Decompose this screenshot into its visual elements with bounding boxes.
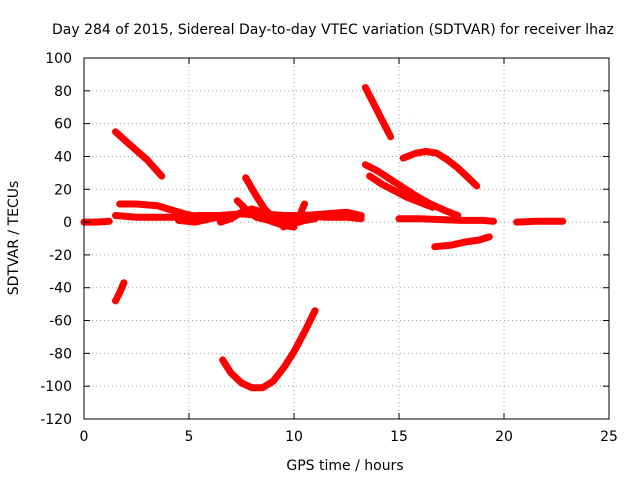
series-line [366,172,437,211]
series-line [280,200,308,231]
x-axis-tick-labels: 0 5 10 15 20 25 [80,429,618,445]
x-tick-label: 25 [600,429,618,445]
axis-ticks [83,57,610,420]
chart-title: Day 284 of 2015, Sidereal Day-to-day VTE… [52,22,614,38]
x-tick-label: 15 [390,429,408,445]
y-tick-label: 0 [63,215,72,231]
y-axis-tick-labels: -120 -100 -80 -60 -40 -20 0 20 40 60 80 100 [40,51,72,428]
y-tick-label: 100 [45,51,72,67]
x-tick-label: 20 [495,429,513,445]
series-line [399,148,481,190]
y-tick-label: -60 [49,314,72,330]
y-tick-label: -80 [49,346,72,362]
series-line [361,161,462,219]
series-line [219,307,319,392]
series-line [513,217,567,226]
y-tick-label: 60 [54,117,72,133]
series-line [431,233,493,251]
y-tick-label: -120 [40,412,72,428]
grid [84,58,609,419]
data-series [80,84,567,392]
y-tick-label: -20 [49,248,72,264]
series-line [112,279,128,305]
x-tick-label: 10 [285,429,303,445]
y-tick-label: -40 [49,281,72,297]
plot-area-border [83,57,610,420]
series-line [395,215,497,225]
x-axis-label: GPS time / hours [286,458,403,474]
x-tick-label: 0 [80,429,89,445]
y-tick-label: 40 [54,149,72,165]
y-tick-label: -100 [40,379,72,395]
series-line [112,128,166,180]
series-line [242,174,287,228]
x-tick-label: 5 [185,429,194,445]
y-axis-label: SDTVAR / TECUs [6,181,22,296]
y-tick-label: 80 [54,84,72,100]
y-tick-label: 20 [54,182,72,198]
series-line [361,84,395,141]
